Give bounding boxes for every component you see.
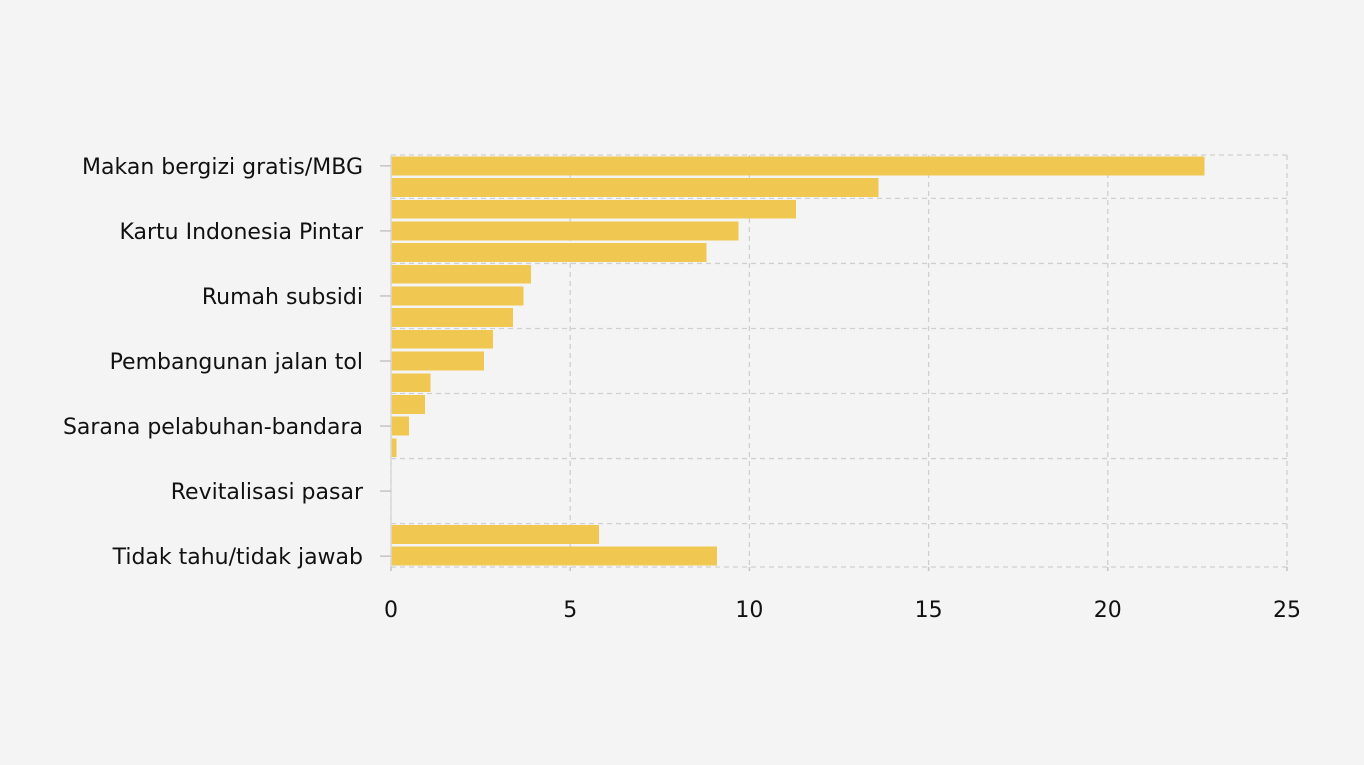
y-tick-label: Pembangunan jalan tol [110, 350, 363, 375]
x-tick-label: 15 [915, 598, 943, 623]
bar [391, 199, 796, 219]
y-tick-label: Sarana pelabuhan-bandara [63, 415, 363, 440]
bar [391, 286, 524, 306]
y-tick-label: Kartu Indonesia Pintar [119, 220, 363, 245]
bar [391, 394, 426, 414]
x-tick-labels: 0 5 10 15 20 25 [384, 598, 1301, 623]
y-tick-label: Makan bergizi gratis/MBG [82, 155, 363, 180]
bar [391, 351, 485, 371]
bar [391, 156, 1205, 176]
y-tick-label: Tidak tahu/tidak jawab [112, 545, 363, 570]
bar [391, 243, 707, 263]
axes [380, 155, 1288, 571]
x-tick-label: 25 [1273, 598, 1301, 623]
bar [391, 329, 494, 349]
x-tick-label: 10 [735, 598, 763, 623]
bar [391, 438, 397, 458]
y-tick-label: Rumah subsidi [202, 285, 363, 310]
bar [391, 308, 513, 328]
bar [391, 221, 739, 241]
y-tick-labels: Makan bergizi gratis/MBG Kartu Indonesia … [63, 155, 364, 570]
bar [391, 178, 879, 197]
bar [391, 525, 599, 544]
y-tick-label: Revitalisasi pasar [171, 480, 364, 505]
bar [391, 373, 431, 393]
x-tick-label: 20 [1094, 598, 1122, 623]
x-tick-label: 5 [563, 598, 577, 623]
x-tick-label: 0 [384, 598, 398, 623]
bar [391, 264, 531, 284]
bar [391, 546, 718, 566]
bars [391, 156, 1205, 566]
bar [391, 416, 409, 436]
